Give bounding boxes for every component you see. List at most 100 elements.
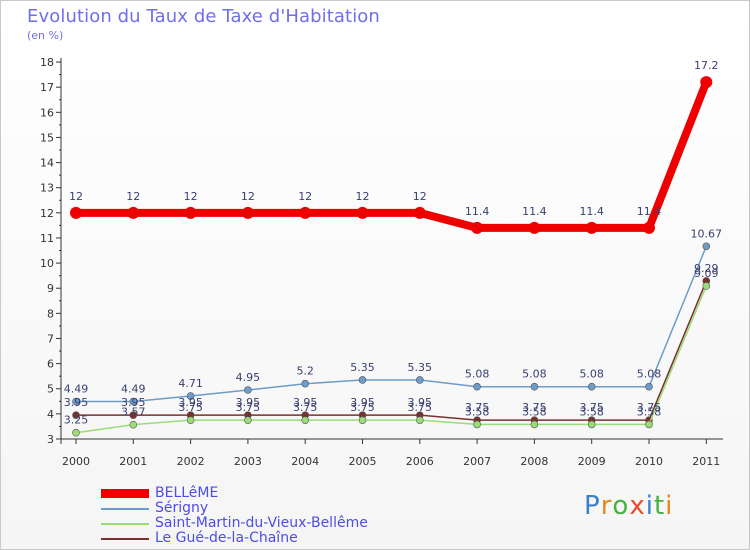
data-label-serigny: 4.49 bbox=[64, 383, 89, 396]
data-point-belleme bbox=[299, 206, 312, 219]
data-label-saint-martin: 3.58 bbox=[637, 405, 662, 418]
x-tick-label: 2006 bbox=[406, 455, 434, 468]
data-point-saint-martin bbox=[358, 416, 367, 424]
data-label-serigny: 5.08 bbox=[579, 368, 604, 381]
series-line-serigny bbox=[75, 245, 708, 403]
data-label-le-gue: 3.95 bbox=[293, 396, 318, 409]
data-label-serigny: 5.08 bbox=[637, 368, 662, 381]
y-tick-label: 11 bbox=[40, 232, 54, 245]
legend-item-saint-martin[interactable]: Saint-Martin-du-Vieux-Bellême bbox=[101, 516, 401, 531]
data-label-saint-martin: 3.57 bbox=[121, 406, 146, 419]
data-label-serigny: 5.35 bbox=[408, 361, 433, 374]
legend-label-saint-martin: Saint-Martin-du-Vieux-Bellême bbox=[155, 515, 368, 531]
chart-title: Evolution du Taux de Taxe d'Habitation bbox=[27, 6, 380, 27]
data-label-belleme: 12 bbox=[413, 190, 427, 203]
data-point-saint-martin bbox=[415, 416, 424, 424]
data-label-le-gue: 3.95 bbox=[121, 396, 146, 409]
proxiti-logo: Proxiti bbox=[584, 491, 673, 521]
data-point-saint-martin bbox=[72, 428, 80, 437]
data-label-serigny: 4.71 bbox=[178, 377, 203, 390]
y-tick-label: 8 bbox=[47, 307, 54, 320]
data-point-le-gue bbox=[129, 411, 138, 419]
x-tick-label: 2000 bbox=[62, 455, 90, 468]
legend-label-serigny: Sérigny bbox=[155, 500, 209, 516]
data-point-saint-martin bbox=[129, 420, 138, 429]
data-label-serigny: 5.2 bbox=[296, 365, 314, 378]
data-point-saint-martin bbox=[645, 420, 653, 429]
y-tick-label: 9 bbox=[47, 282, 54, 295]
data-point-belleme bbox=[413, 206, 426, 219]
data-point-saint-martin bbox=[473, 420, 481, 429]
logo-letter: i bbox=[645, 491, 654, 521]
data-point-serigny bbox=[301, 379, 310, 388]
data-label-serigny: 4.49 bbox=[121, 383, 146, 396]
data-label-belleme: 11.4 bbox=[579, 205, 604, 218]
series-layer bbox=[70, 76, 713, 437]
data-label-le-gue: 3.75 bbox=[522, 401, 547, 414]
data-point-serigny bbox=[645, 382, 653, 391]
legend-swatch-serigny bbox=[101, 508, 149, 510]
data-label-le-gue: 3.95 bbox=[178, 396, 203, 409]
data-point-serigny bbox=[587, 382, 596, 391]
logo-letter: r bbox=[600, 491, 613, 521]
y-tick-label: 4 bbox=[47, 408, 54, 421]
legend-item-belleme[interactable]: BELLêME bbox=[101, 486, 401, 501]
y-tick-label: 7 bbox=[47, 332, 54, 345]
data-label-saint-martin: 3.58 bbox=[579, 405, 604, 418]
data-point-saint-martin bbox=[244, 416, 252, 424]
x-tick-label: 2001 bbox=[119, 455, 147, 468]
data-point-saint-martin bbox=[587, 420, 596, 429]
legend-swatch-saint-martin bbox=[101, 523, 149, 525]
legend-label-belleme: BELLêME bbox=[155, 485, 219, 501]
y-tick-label: 10 bbox=[40, 257, 54, 270]
y-tick-label: 18 bbox=[40, 56, 54, 69]
data-label-saint-martin: 9.09 bbox=[694, 267, 719, 280]
legend-item-le-gue[interactable]: Le Gué-de-la-Chaîne bbox=[101, 531, 401, 546]
data-point-le-gue bbox=[72, 411, 80, 419]
series-serigny bbox=[72, 242, 711, 406]
data-label-belleme: 11.4 bbox=[637, 205, 662, 218]
data-labels-layer: 12 12 12 12 12 12 12 11.4 11.4 11.4 11.4 17.2 4.49 4.… bbox=[64, 59, 722, 427]
legend-item-serigny[interactable]: Sérigny bbox=[101, 501, 401, 516]
legend-swatch-le-gue bbox=[101, 538, 149, 540]
data-label-saint-martin: 3.25 bbox=[64, 414, 89, 427]
legend-swatch-belleme bbox=[101, 489, 149, 498]
data-point-serigny bbox=[244, 386, 252, 394]
logo-letter: i bbox=[665, 491, 674, 521]
data-point-serigny bbox=[129, 397, 138, 406]
x-tick-label: 2010 bbox=[635, 455, 663, 468]
x-tick-label: 2003 bbox=[234, 455, 262, 468]
x-tick-label: 2007 bbox=[463, 455, 491, 468]
data-point-belleme bbox=[528, 221, 541, 234]
series-le-gue bbox=[72, 277, 711, 424]
x-tick-label: 2002 bbox=[177, 455, 205, 468]
data-point-saint-martin bbox=[301, 416, 310, 424]
data-point-belleme bbox=[700, 76, 713, 89]
data-label-le-gue: 3.75 bbox=[579, 401, 604, 414]
y-tick-label: 14 bbox=[40, 157, 54, 170]
data-label-belleme: 12 bbox=[126, 190, 140, 203]
logo-letter: o bbox=[612, 491, 630, 521]
data-point-saint-martin bbox=[702, 282, 711, 290]
series-line-saint-martin bbox=[75, 285, 708, 434]
data-point-belleme bbox=[471, 221, 484, 234]
data-label-belleme: 12 bbox=[69, 190, 83, 203]
series-belleme bbox=[70, 76, 713, 234]
x-tick-label: 2011 bbox=[692, 455, 720, 468]
data-label-serigny: 4.95 bbox=[236, 371, 261, 384]
logo-letter: t bbox=[653, 491, 666, 521]
data-label-saint-martin: 3.75 bbox=[293, 401, 318, 414]
series-line-le-gue bbox=[75, 280, 708, 421]
data-point-serigny bbox=[186, 392, 195, 400]
x-tick-label: 2009 bbox=[578, 455, 606, 468]
data-label-serigny: 5.08 bbox=[522, 368, 547, 381]
data-label-belleme: 12 bbox=[184, 190, 198, 203]
data-point-belleme bbox=[127, 206, 140, 219]
data-point-belleme bbox=[70, 206, 82, 219]
data-point-serigny bbox=[72, 397, 80, 406]
data-point-serigny bbox=[358, 376, 367, 384]
y-tick-label: 5 bbox=[47, 383, 54, 396]
data-point-belleme bbox=[643, 221, 655, 234]
data-label-serigny: 10.67 bbox=[691, 227, 723, 240]
